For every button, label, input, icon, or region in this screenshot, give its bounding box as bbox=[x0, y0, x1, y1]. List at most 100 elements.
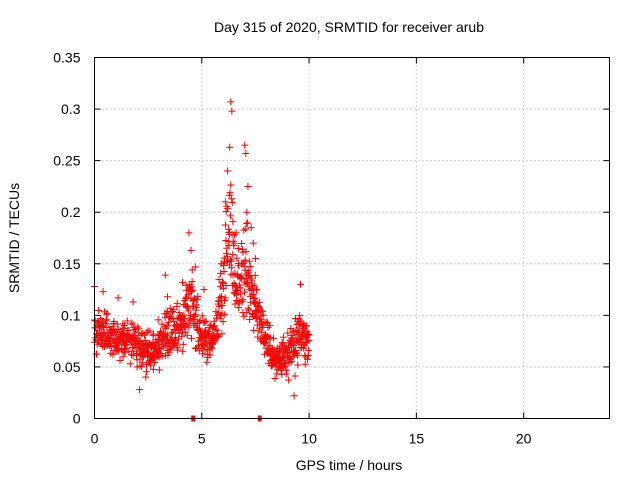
data-point bbox=[147, 361, 155, 369]
data-point bbox=[226, 256, 234, 264]
data-point bbox=[160, 343, 168, 351]
data-point bbox=[218, 301, 226, 309]
data-point bbox=[245, 269, 253, 277]
data-point bbox=[138, 359, 146, 367]
data-point bbox=[282, 370, 290, 378]
data-point bbox=[284, 329, 292, 337]
data-point bbox=[258, 328, 266, 336]
data-point bbox=[227, 98, 235, 106]
data-point bbox=[250, 281, 258, 289]
data-point bbox=[149, 330, 157, 338]
data-point bbox=[161, 271, 169, 279]
data-point bbox=[297, 280, 304, 288]
data-point bbox=[280, 356, 288, 364]
y-tick-label: 0.25 bbox=[53, 153, 80, 169]
data-point bbox=[103, 309, 111, 317]
data-point bbox=[240, 288, 248, 296]
data-point bbox=[303, 327, 311, 335]
data-point bbox=[304, 351, 312, 359]
data-point bbox=[116, 356, 124, 364]
data-point bbox=[303, 355, 311, 363]
data-point bbox=[148, 342, 156, 350]
data-point bbox=[195, 324, 203, 332]
data-point bbox=[172, 333, 180, 341]
data-point bbox=[258, 307, 266, 315]
data-point bbox=[237, 274, 245, 282]
data-point bbox=[229, 251, 237, 259]
data-point bbox=[227, 181, 235, 189]
data-point bbox=[269, 334, 277, 342]
data-point bbox=[183, 331, 191, 339]
data-point bbox=[247, 277, 255, 285]
y-tick-label: 0.2 bbox=[61, 204, 81, 220]
data-point bbox=[246, 316, 254, 324]
data-point bbox=[238, 239, 246, 247]
data-point bbox=[217, 292, 225, 300]
data-point bbox=[232, 229, 240, 237]
data-point bbox=[305, 331, 313, 339]
data-point bbox=[97, 315, 105, 323]
data-point bbox=[250, 326, 258, 334]
data-point bbox=[101, 320, 109, 328]
data-point bbox=[226, 143, 234, 151]
chart-title: Day 315 of 2020, SRMTID for receiver aru… bbox=[214, 19, 484, 35]
x-tick-labels: 0 5 10 15 20 bbox=[91, 431, 532, 447]
data-point bbox=[294, 352, 302, 360]
data-point bbox=[229, 218, 237, 226]
data-point bbox=[164, 332, 172, 340]
data-point bbox=[244, 219, 252, 227]
data-point bbox=[184, 304, 192, 312]
data-point bbox=[120, 321, 128, 329]
data-point bbox=[145, 349, 153, 357]
data-point bbox=[224, 205, 232, 213]
data-point bbox=[266, 334, 274, 342]
data-point bbox=[251, 271, 259, 279]
data-point bbox=[301, 342, 309, 350]
data-point bbox=[131, 329, 139, 337]
data-point bbox=[214, 332, 222, 340]
x-tick-label: 15 bbox=[409, 431, 425, 447]
data-point bbox=[243, 219, 251, 227]
data-point bbox=[169, 315, 177, 323]
data-point bbox=[228, 195, 236, 203]
data-point bbox=[193, 296, 201, 304]
data-point bbox=[283, 366, 291, 374]
data-point bbox=[201, 318, 209, 326]
data-point bbox=[302, 322, 310, 330]
data-point bbox=[224, 167, 232, 175]
data-point bbox=[142, 373, 150, 381]
data-point bbox=[169, 306, 177, 314]
data-point bbox=[185, 307, 193, 315]
data-point bbox=[179, 340, 187, 348]
data-point bbox=[295, 324, 303, 332]
data-point bbox=[244, 182, 252, 190]
x-axis-label: GPS time / hours bbox=[296, 457, 403, 473]
data-point bbox=[248, 282, 256, 290]
data-point bbox=[296, 312, 304, 320]
data-point bbox=[137, 330, 145, 338]
data-point bbox=[154, 348, 162, 356]
data-point bbox=[229, 237, 237, 245]
data-point bbox=[184, 320, 192, 328]
data-point bbox=[235, 304, 243, 312]
data-point bbox=[279, 353, 287, 361]
data-point bbox=[162, 330, 170, 338]
data-point bbox=[95, 307, 103, 315]
data-point bbox=[294, 361, 302, 369]
data-point bbox=[185, 229, 193, 237]
data-point bbox=[163, 293, 171, 301]
data-point bbox=[149, 365, 157, 373]
data-point bbox=[226, 189, 234, 197]
data-point bbox=[164, 322, 172, 330]
axis-ticks bbox=[94, 57, 610, 419]
x-tick-label: 10 bbox=[301, 431, 317, 447]
y-tick-label: 0.1 bbox=[61, 307, 81, 323]
data-point bbox=[239, 248, 247, 256]
data-point bbox=[199, 350, 207, 358]
data-point bbox=[238, 260, 246, 268]
data-point bbox=[182, 293, 190, 301]
data-point bbox=[253, 286, 261, 294]
data-point bbox=[230, 239, 238, 247]
data-point bbox=[254, 333, 262, 341]
data-point bbox=[216, 283, 224, 291]
